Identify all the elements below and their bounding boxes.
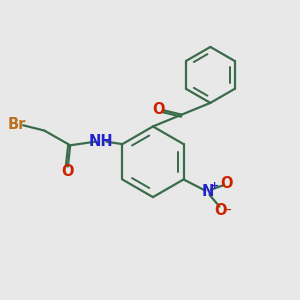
Text: −: −: [223, 205, 232, 215]
Text: +: +: [209, 181, 219, 191]
Text: Br: Br: [8, 117, 26, 132]
Text: O: O: [220, 176, 233, 191]
Text: N: N: [202, 184, 214, 199]
Text: O: O: [61, 164, 74, 179]
Text: O: O: [152, 102, 165, 117]
Text: O: O: [215, 202, 227, 217]
Text: NH: NH: [89, 134, 113, 149]
